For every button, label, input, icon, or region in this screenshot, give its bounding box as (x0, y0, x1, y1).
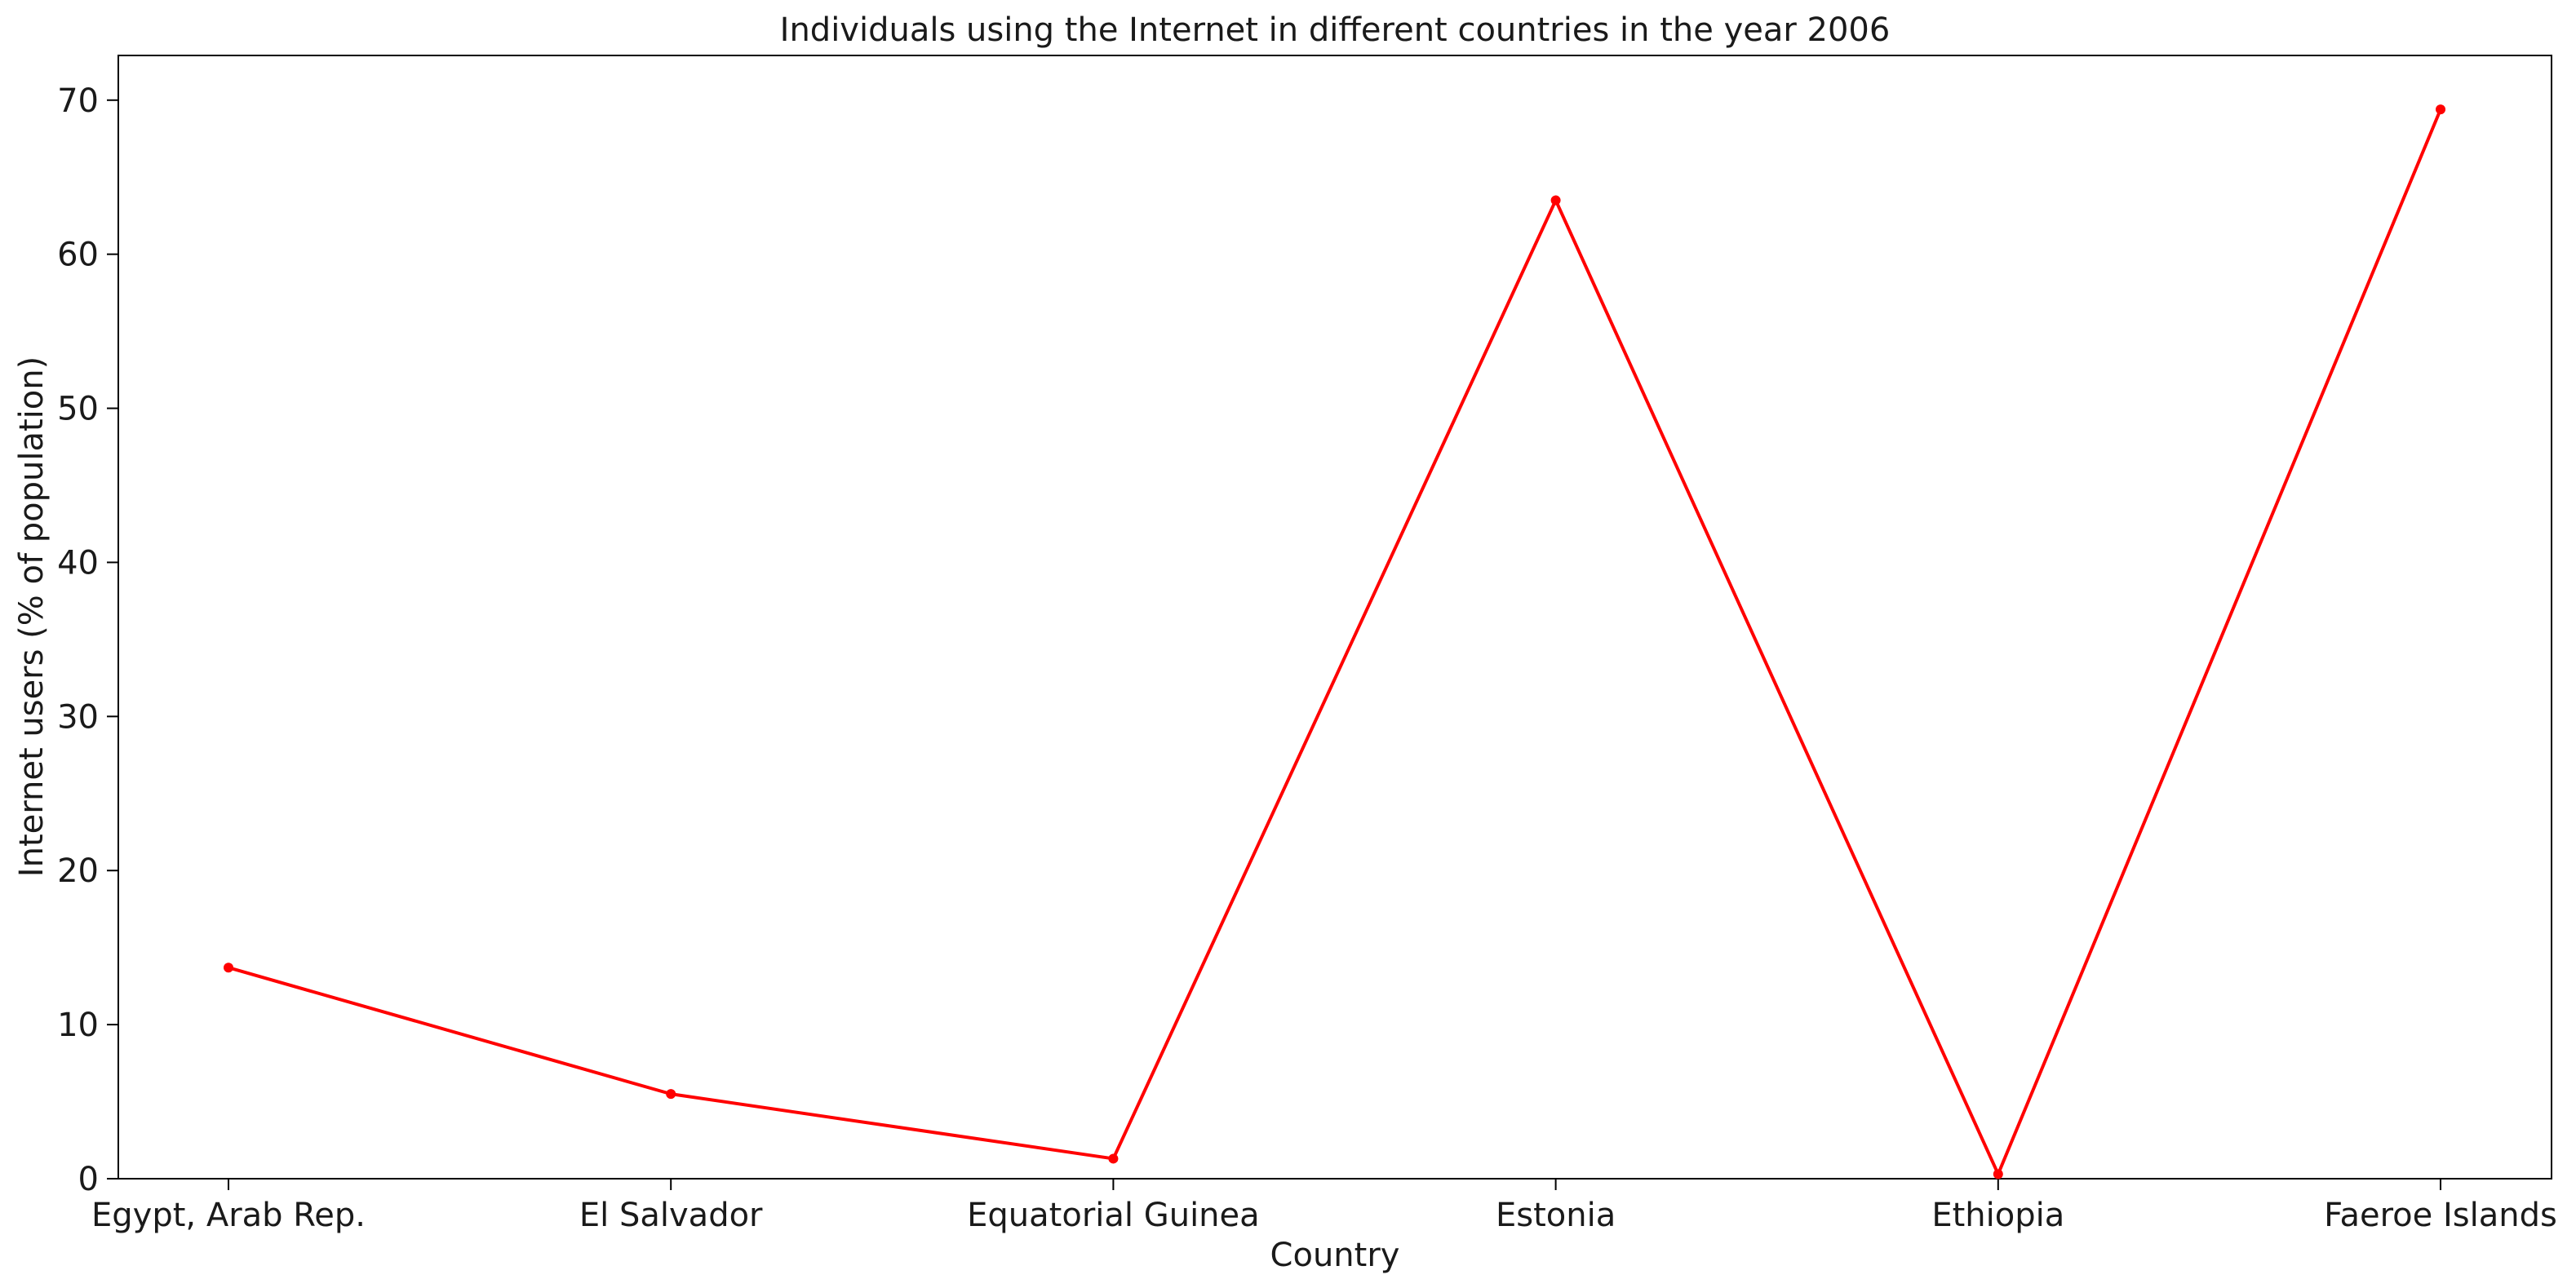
y-tick-label: 30 (57, 698, 99, 736)
y-tick-label: 40 (57, 544, 99, 582)
x-tick-label: El Salvador (579, 1197, 763, 1234)
y-tick-label: 0 (78, 1161, 99, 1198)
y-tick-label: 10 (57, 1007, 99, 1044)
x-tick-label: Faeroe Islands (2324, 1197, 2557, 1234)
y-tick-label: 50 (57, 391, 99, 428)
data-point (666, 1089, 676, 1100)
series-line (228, 108, 2442, 1176)
x-axis-ticks: Egypt, Arab Rep. El Salvador Equatorial Gu… (91, 1179, 2557, 1234)
plot-area (117, 55, 2552, 1180)
x-tick-label: Equatorial Guinea (967, 1197, 1260, 1234)
x-tick-label: Estonia (1496, 1197, 1616, 1234)
y-axis-label: Internet users (% of population) (13, 356, 51, 877)
y-tick-label: 20 (57, 852, 99, 890)
y-axis-ticks: 0 10 20 30 40 50 60 70 (57, 82, 118, 1198)
data-point (1108, 1153, 1119, 1164)
y-tick-label: 60 (57, 237, 99, 274)
data-point (224, 963, 233, 973)
data-point (1993, 1169, 2003, 1180)
data-point (2436, 104, 2445, 115)
x-axis-label: Country (1270, 1237, 1400, 1274)
y-tick-label: 70 (57, 82, 99, 120)
x-tick-label: Egypt, Arab Rep. (91, 1197, 366, 1234)
data-point (1550, 195, 1561, 206)
x-tick-label: Ethiopia (1931, 1197, 2064, 1234)
chart-title: Individuals using the Internet in differ… (780, 11, 1891, 49)
series-layer (224, 104, 2445, 1180)
